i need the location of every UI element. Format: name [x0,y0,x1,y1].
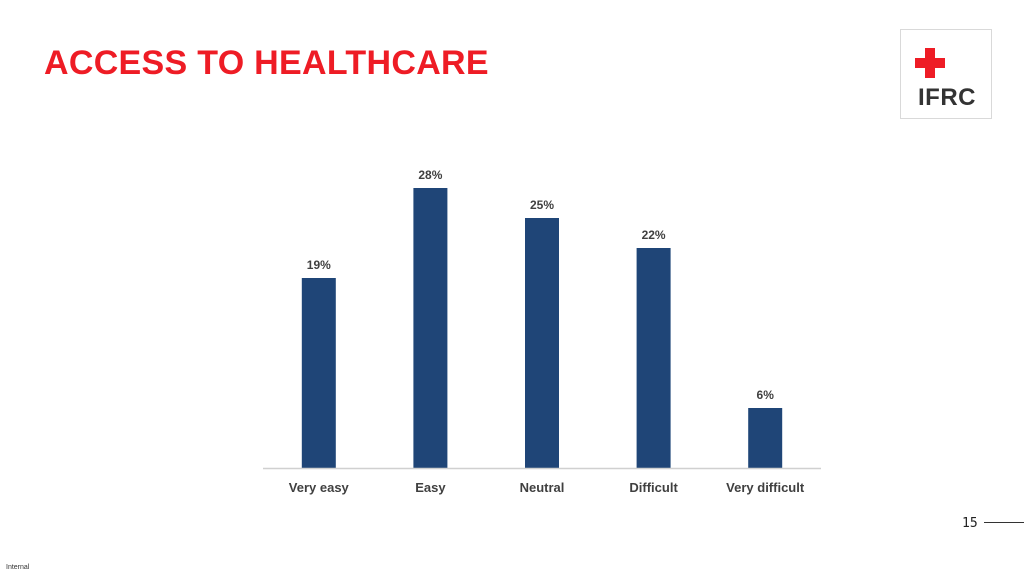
category-label: Difficult [629,480,678,495]
bar-difficult [636,248,671,468]
data-label: 6% [757,388,775,402]
page-number-rule [984,522,1024,523]
category-label: Very difficult [726,480,805,495]
footer-classification-label: Internal [6,564,30,571]
bar-very-easy [301,278,336,468]
data-label: 19% [307,258,331,272]
category-label: Easy [415,480,446,495]
ifrc-logo: IFRC [900,29,992,119]
page-number: 15 [962,516,978,531]
data-label: 28% [418,168,442,182]
bar-very-difficult [748,408,783,468]
category-label: Very easy [289,480,350,495]
bar-neutral [525,218,559,468]
data-label: 22% [642,228,666,242]
logo-text: IFRC [918,84,976,111]
bar-easy [413,188,448,468]
red-cross-red-crescent-icon [915,47,967,79]
category-label: Neutral [520,480,565,495]
data-label: 25% [530,198,554,212]
slide-title: ACCESS TO HEALTHCARE [44,44,489,82]
